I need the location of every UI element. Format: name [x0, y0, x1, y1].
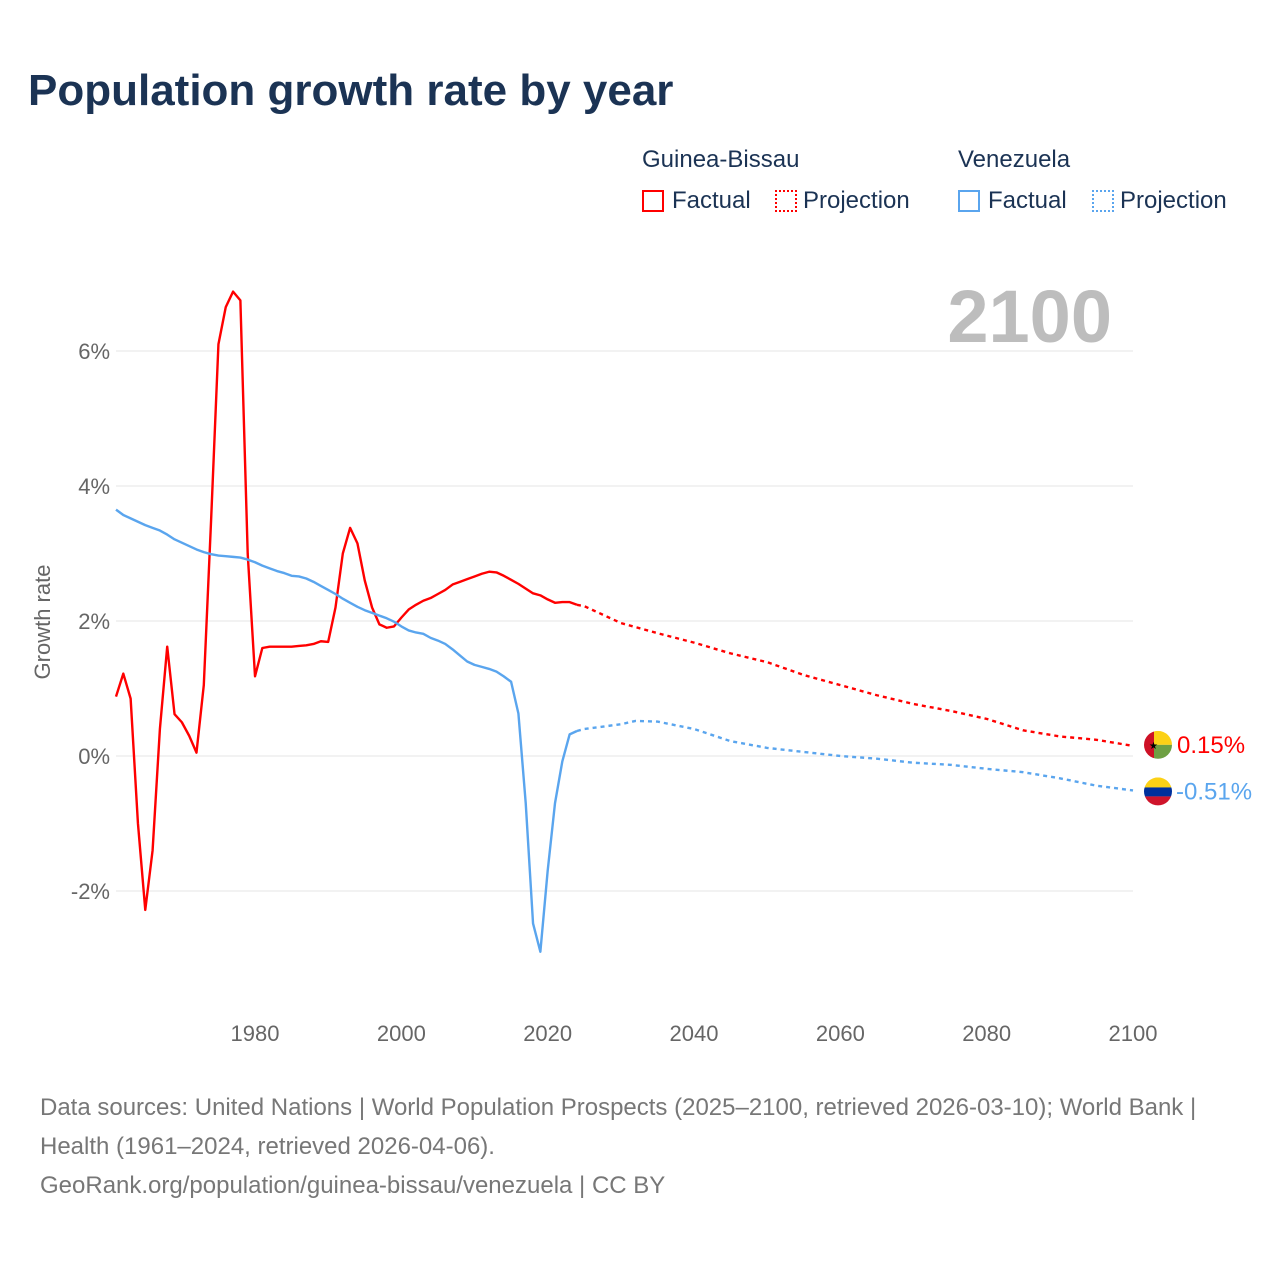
legend-label: Factual: [672, 187, 751, 214]
footer: Data sources: United Nations | World Pop…: [40, 1088, 1240, 1205]
legend-gb-factual[interactable]: Factual: [642, 187, 751, 215]
legend-swatch-dotted: [1092, 190, 1114, 212]
data-sources: Data sources: United Nations | World Pop…: [40, 1094, 1197, 1160]
legend-swatch-dotted: [775, 190, 797, 212]
line-projection-0: [576, 603, 1134, 748]
end-label-guinea-bissau: 0.15%: [1177, 732, 1245, 759]
legend-ve-projection[interactable]: Projection: [1092, 187, 1227, 215]
star-icon: ★: [1149, 741, 1158, 752]
source-link[interactable]: GeoRank.org/population/guinea-bissau/ven…: [40, 1172, 666, 1199]
legend-swatch-solid: [958, 190, 980, 212]
y-tick-label: 6%: [78, 339, 110, 364]
y-tick-label: 2%: [78, 609, 110, 634]
x-tick-label: 2020: [523, 1021, 572, 1046]
legend-ve-factual[interactable]: Factual: [958, 187, 1067, 215]
y-axis-label: Growth rate: [30, 565, 55, 680]
year-label: 2100: [947, 275, 1112, 358]
plot-area: 2100 -2% 0% 2% 4% 6% 1980 2000 2020 2040 2060 2080…: [30, 275, 1252, 1046]
x-tick-label: 2000: [377, 1021, 426, 1046]
legend-label: Factual: [988, 187, 1067, 214]
x-tick-label: 2100: [1109, 1021, 1158, 1046]
legend-gb-projection[interactable]: Projection: [775, 187, 910, 215]
chart-title: Population growth rate by year: [28, 66, 674, 115]
line-projection-1: [576, 719, 1134, 792]
flag-venezuela: [1144, 777, 1172, 806]
y-tick-label: -2%: [71, 879, 110, 904]
x-tick-label: 2060: [816, 1021, 865, 1046]
legend-group-title-venezuela: Venezuela: [958, 146, 1071, 173]
legend-group-title-guinea-bissau: Guinea-Bissau: [642, 146, 800, 173]
legend-label: Projection: [1120, 187, 1227, 214]
line-factual-0: [114, 290, 578, 912]
legend-swatch-solid: [642, 190, 664, 212]
legend-label: Projection: [803, 187, 910, 214]
x-tick-label: 2040: [670, 1021, 719, 1046]
line-factual-1: [115, 508, 578, 953]
y-tick-label: 0%: [78, 744, 110, 769]
y-tick-label: 4%: [78, 474, 110, 499]
x-tick-label: 1980: [231, 1021, 280, 1046]
flag-guinea-bissau: ★: [1144, 730, 1172, 759]
end-label-venezuela: -0.51%: [1176, 778, 1252, 805]
x-tick-label: 2080: [962, 1021, 1011, 1046]
